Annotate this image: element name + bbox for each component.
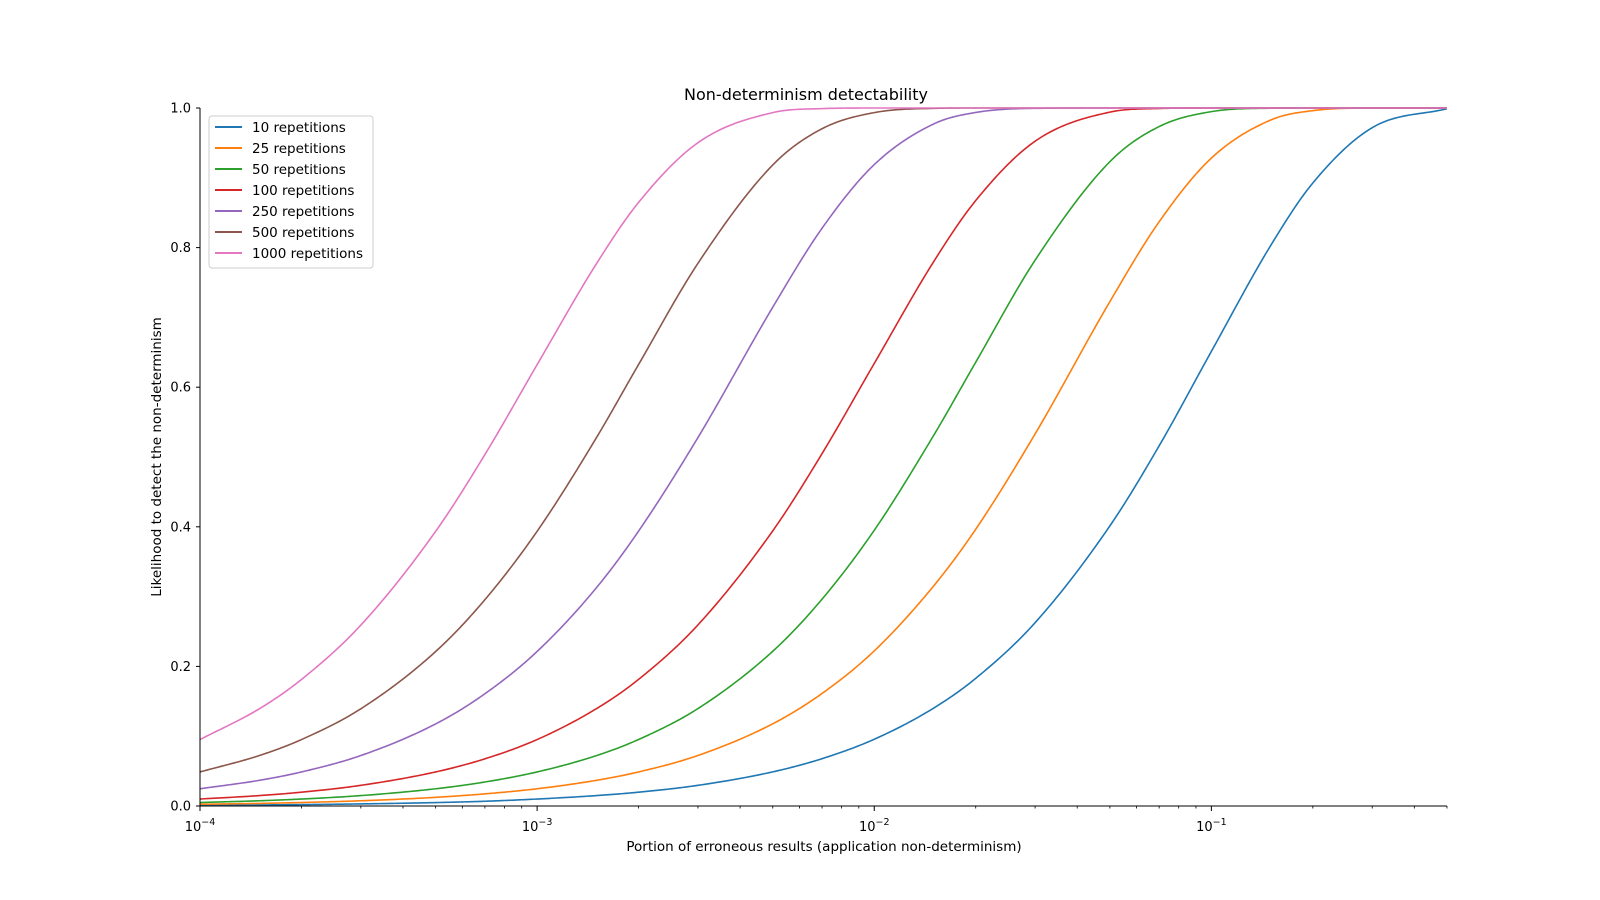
- series-line-10-repetitions: [199, 107, 1448, 807]
- y-tick-label: 0.8: [170, 241, 191, 256]
- legend-label: 1000 repetitions: [252, 246, 363, 262]
- y-axis-label: Likelihood to detect the non-determinism: [149, 317, 165, 597]
- y-ticks: 0.0 0.2 0.4 0.6 0.8 1.0: [170, 102, 200, 815]
- legend-label: 25 repetitions: [252, 141, 346, 157]
- y-tick-label: 0.4: [170, 520, 191, 535]
- legend-label: 10 repetitions: [252, 120, 346, 136]
- x-tick-label: 10−3: [522, 817, 553, 835]
- x-tick-label: 10−1: [1196, 817, 1227, 835]
- plot-lines: [199, 107, 1448, 807]
- x-axis-label: Portion of erroneous results (applicatio…: [626, 839, 1021, 855]
- y-tick-label: 1.0: [170, 102, 191, 117]
- chart-title: Non-determinism detectability: [684, 85, 928, 104]
- legend-label: 500 repetitions: [252, 225, 354, 241]
- series-line-1000-repetitions: [199, 107, 1447, 741]
- x-tick-label: 10−4: [185, 817, 216, 835]
- y-tick-label: 0.6: [170, 381, 191, 396]
- series-line-50-repetitions: [199, 107, 1447, 804]
- x-tick-label: 10−2: [859, 817, 890, 835]
- x-ticks: 10−4 10−3 10−2 10−1: [185, 806, 1448, 835]
- series-line-25-repetitions: [199, 107, 1447, 806]
- y-tick-label: 0.0: [170, 800, 191, 815]
- y-tick-label: 0.2: [170, 660, 191, 675]
- legend-label: 100 repetitions: [252, 183, 354, 199]
- legend: 10 repetitions 25 repetitions 50 repetitio…: [208, 115, 374, 269]
- legend-label: 250 repetitions: [252, 204, 354, 220]
- legend-frame: [208, 115, 374, 269]
- legend-label: 50 repetitions: [252, 162, 346, 178]
